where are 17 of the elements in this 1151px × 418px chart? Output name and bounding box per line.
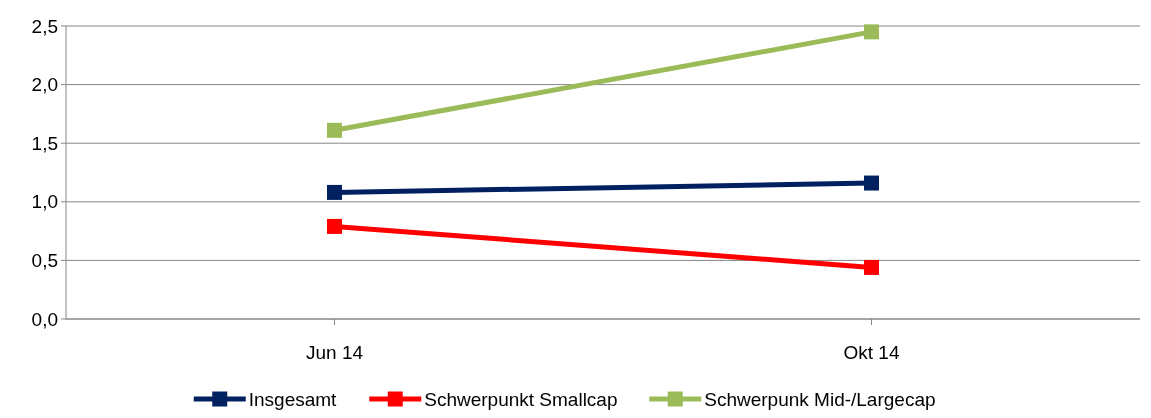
y-tick-label: 0,0 — [31, 308, 58, 330]
x-tick-label: Okt 14 — [843, 342, 900, 363]
point — [327, 218, 342, 234]
y-tick-label: 2,5 — [31, 15, 58, 37]
x-tick-label: Jun 14 — [305, 342, 364, 363]
point — [864, 175, 879, 191]
point — [864, 259, 879, 275]
legend-label: Schwerpunkt Smallcap — [424, 389, 618, 410]
y-tick-label: 2,0 — [31, 74, 58, 96]
legend-label: Insgesamt — [248, 389, 338, 410]
y-tick-label: 0,5 — [31, 250, 58, 272]
point — [864, 24, 879, 40]
y-tick-label: 1,5 — [31, 132, 58, 154]
y-tick-label: 1,0 — [31, 191, 58, 213]
legend-label: Schwerpunk Mid-/Largecap — [704, 389, 936, 410]
point — [327, 122, 342, 138]
point — [327, 184, 342, 200]
